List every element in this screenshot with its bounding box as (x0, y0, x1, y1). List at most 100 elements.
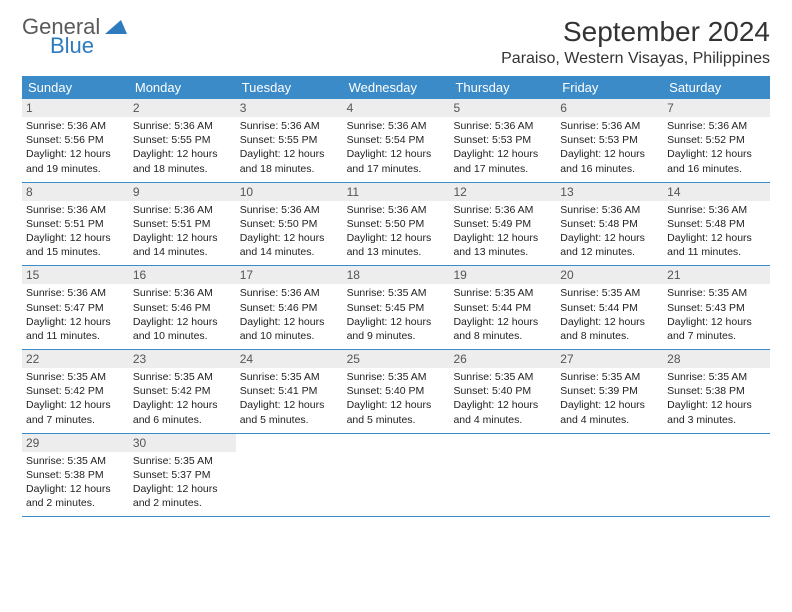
daylight-text-1: Daylight: 12 hours (26, 231, 125, 245)
day-cell: 18Sunrise: 5:35 AMSunset: 5:45 PMDayligh… (343, 266, 450, 349)
daylight-text-2: and 17 minutes. (453, 162, 552, 176)
day-number: 30 (129, 434, 236, 452)
sunrise-text: Sunrise: 5:35 AM (667, 286, 766, 300)
daylight-text-2: and 13 minutes. (347, 245, 446, 259)
sunset-text: Sunset: 5:42 PM (26, 384, 125, 398)
daylight-text-1: Daylight: 12 hours (133, 315, 232, 329)
day-header-row: Sunday Monday Tuesday Wednesday Thursday… (22, 76, 770, 99)
day-info: Sunrise: 5:36 AMSunset: 5:52 PMDaylight:… (667, 119, 766, 176)
daylight-text-1: Daylight: 12 hours (133, 147, 232, 161)
daylight-text-1: Daylight: 12 hours (453, 398, 552, 412)
day-cell (236, 434, 343, 517)
day-header: Tuesday (236, 76, 343, 99)
sunset-text: Sunset: 5:45 PM (347, 301, 446, 315)
sunset-text: Sunset: 5:40 PM (453, 384, 552, 398)
day-header: Sunday (22, 76, 129, 99)
day-info: Sunrise: 5:35 AMSunset: 5:45 PMDaylight:… (347, 286, 446, 343)
daylight-text-1: Daylight: 12 hours (26, 315, 125, 329)
day-number: 9 (129, 183, 236, 201)
day-cell: 11Sunrise: 5:36 AMSunset: 5:50 PMDayligh… (343, 183, 450, 266)
daylight-text-1: Daylight: 12 hours (347, 231, 446, 245)
daylight-text-2: and 14 minutes. (240, 245, 339, 259)
day-number: 21 (663, 266, 770, 284)
day-cell: 3Sunrise: 5:36 AMSunset: 5:55 PMDaylight… (236, 99, 343, 182)
sunrise-text: Sunrise: 5:36 AM (26, 286, 125, 300)
day-cell: 16Sunrise: 5:36 AMSunset: 5:46 PMDayligh… (129, 266, 236, 349)
daylight-text-1: Daylight: 12 hours (26, 482, 125, 496)
day-number (343, 434, 450, 452)
sunset-text: Sunset: 5:44 PM (453, 301, 552, 315)
day-number: 16 (129, 266, 236, 284)
daylight-text-2: and 4 minutes. (453, 413, 552, 427)
day-number (236, 434, 343, 452)
day-cell: 15Sunrise: 5:36 AMSunset: 5:47 PMDayligh… (22, 266, 129, 349)
day-cell: 25Sunrise: 5:35 AMSunset: 5:40 PMDayligh… (343, 350, 450, 433)
daylight-text-1: Daylight: 12 hours (560, 398, 659, 412)
day-number: 23 (129, 350, 236, 368)
sunrise-text: Sunrise: 5:35 AM (453, 286, 552, 300)
daylight-text-1: Daylight: 12 hours (133, 231, 232, 245)
day-info: Sunrise: 5:35 AMSunset: 5:39 PMDaylight:… (560, 370, 659, 427)
day-info: Sunrise: 5:36 AMSunset: 5:56 PMDaylight:… (26, 119, 125, 176)
sunset-text: Sunset: 5:41 PM (240, 384, 339, 398)
sunrise-text: Sunrise: 5:36 AM (560, 119, 659, 133)
sunrise-text: Sunrise: 5:36 AM (240, 119, 339, 133)
day-cell: 29Sunrise: 5:35 AMSunset: 5:38 PMDayligh… (22, 434, 129, 517)
day-cell (556, 434, 663, 517)
sunset-text: Sunset: 5:52 PM (667, 133, 766, 147)
day-cell: 4Sunrise: 5:36 AMSunset: 5:54 PMDaylight… (343, 99, 450, 182)
day-number: 29 (22, 434, 129, 452)
day-header: Monday (129, 76, 236, 99)
daylight-text-1: Daylight: 12 hours (133, 398, 232, 412)
day-cell: 6Sunrise: 5:36 AMSunset: 5:53 PMDaylight… (556, 99, 663, 182)
sunset-text: Sunset: 5:48 PM (667, 217, 766, 231)
day-number: 22 (22, 350, 129, 368)
daylight-text-2: and 18 minutes. (133, 162, 232, 176)
day-info: Sunrise: 5:36 AMSunset: 5:50 PMDaylight:… (240, 203, 339, 260)
title-block: September 2024 Paraiso, Western Visayas,… (501, 16, 770, 68)
day-info: Sunrise: 5:36 AMSunset: 5:53 PMDaylight:… (453, 119, 552, 176)
day-cell: 28Sunrise: 5:35 AMSunset: 5:38 PMDayligh… (663, 350, 770, 433)
sunrise-text: Sunrise: 5:36 AM (667, 203, 766, 217)
day-cell (663, 434, 770, 517)
day-info: Sunrise: 5:35 AMSunset: 5:38 PMDaylight:… (667, 370, 766, 427)
daylight-text-2: and 3 minutes. (667, 413, 766, 427)
day-header: Wednesday (343, 76, 450, 99)
day-number: 7 (663, 99, 770, 117)
daylight-text-2: and 9 minutes. (347, 329, 446, 343)
sunset-text: Sunset: 5:53 PM (560, 133, 659, 147)
sunrise-text: Sunrise: 5:35 AM (240, 370, 339, 384)
day-number (449, 434, 556, 452)
sunset-text: Sunset: 5:47 PM (26, 301, 125, 315)
day-info: Sunrise: 5:36 AMSunset: 5:53 PMDaylight:… (560, 119, 659, 176)
day-number: 12 (449, 183, 556, 201)
day-number: 27 (556, 350, 663, 368)
daylight-text-1: Daylight: 12 hours (453, 231, 552, 245)
day-info: Sunrise: 5:35 AMSunset: 5:40 PMDaylight:… (453, 370, 552, 427)
sunrise-text: Sunrise: 5:36 AM (560, 203, 659, 217)
daylight-text-1: Daylight: 12 hours (560, 231, 659, 245)
day-number: 1 (22, 99, 129, 117)
month-title: September 2024 (501, 16, 770, 48)
day-info: Sunrise: 5:36 AMSunset: 5:55 PMDaylight:… (240, 119, 339, 176)
day-header: Thursday (449, 76, 556, 99)
day-info: Sunrise: 5:36 AMSunset: 5:47 PMDaylight:… (26, 286, 125, 343)
sunset-text: Sunset: 5:44 PM (560, 301, 659, 315)
sunset-text: Sunset: 5:46 PM (133, 301, 232, 315)
day-cell: 10 Sunrise: 5:36 AMSunset: 5:50 PMDayligh… (236, 183, 343, 266)
daylight-text-1: Daylight: 12 hours (26, 147, 125, 161)
day-cell: 19Sunrise: 5:35 AMSunset: 5:44 PMDayligh… (449, 266, 556, 349)
day-number: 10 (236, 183, 343, 201)
daylight-text-1: Daylight: 12 hours (133, 482, 232, 496)
day-header: Saturday (663, 76, 770, 99)
sunrise-text: Sunrise: 5:36 AM (133, 203, 232, 217)
day-number: 24 (236, 350, 343, 368)
daylight-text-2: and 12 minutes. (560, 245, 659, 259)
day-cell (449, 434, 556, 517)
day-number: 11 (343, 183, 450, 201)
sunset-text: Sunset: 5:48 PM (560, 217, 659, 231)
day-info: Sunrise: 5:36 AMSunset: 5:48 PMDaylight:… (560, 203, 659, 260)
daylight-text-1: Daylight: 12 hours (667, 147, 766, 161)
daylight-text-2: and 16 minutes. (560, 162, 659, 176)
sunrise-text: Sunrise: 5:36 AM (453, 119, 552, 133)
